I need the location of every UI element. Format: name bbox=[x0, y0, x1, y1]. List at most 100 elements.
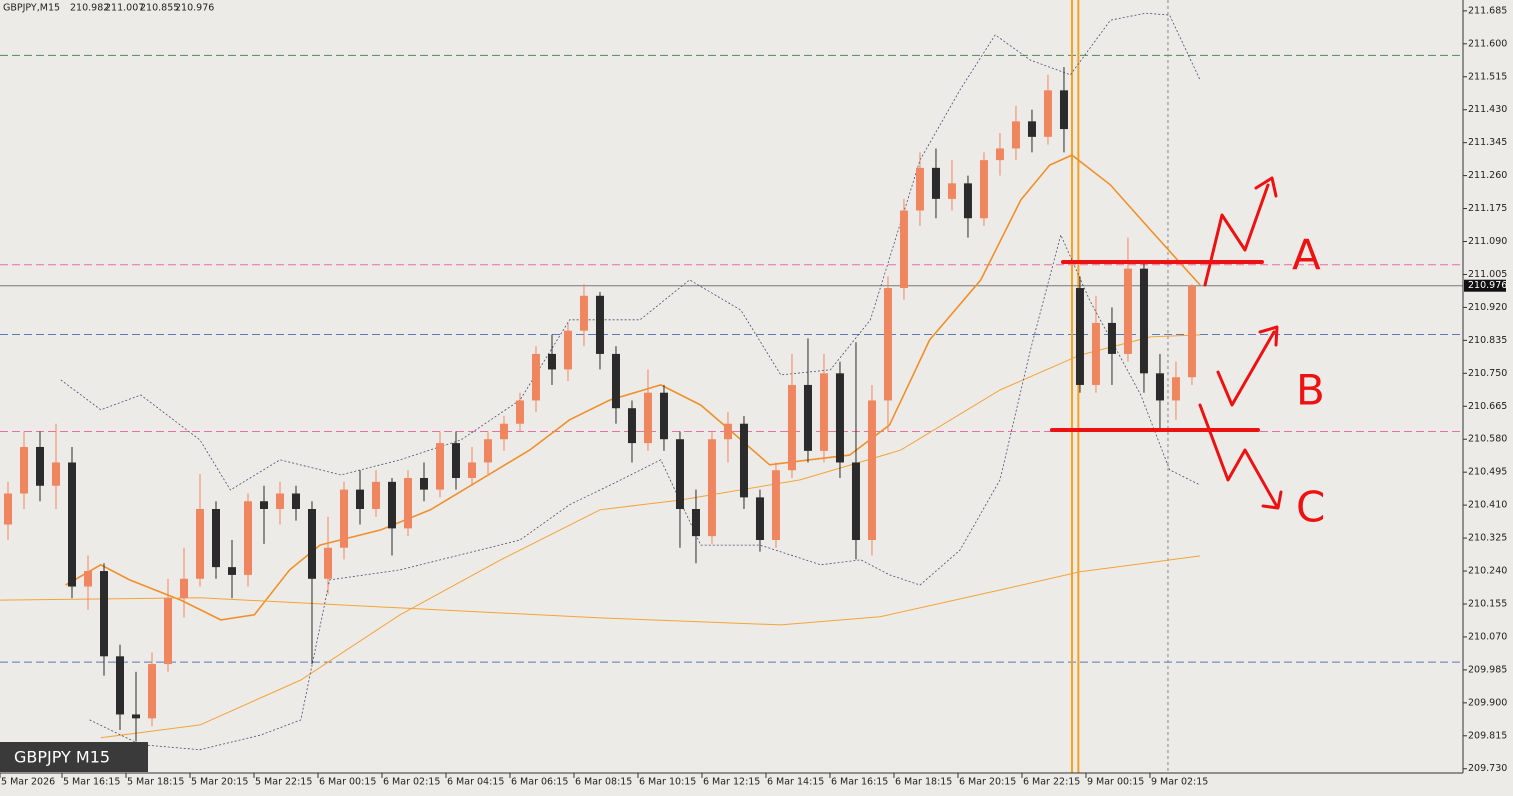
candle-body bbox=[451, 443, 460, 478]
x-tick-label: 6 Mar 02:15 bbox=[383, 777, 440, 788]
x-tick-label: 5 Mar 20:15 bbox=[191, 777, 248, 788]
annotation-label: B bbox=[1296, 366, 1325, 415]
candle-body bbox=[707, 439, 716, 537]
candle-body bbox=[963, 183, 972, 219]
candle-body bbox=[227, 567, 236, 575]
candle-body bbox=[595, 295, 604, 354]
candle-body bbox=[67, 462, 76, 587]
candle-body bbox=[611, 353, 620, 409]
candle-body bbox=[803, 384, 812, 451]
candle-body bbox=[547, 353, 556, 370]
candle-body bbox=[563, 330, 572, 370]
x-tick-label: 6 Mar 20:15 bbox=[959, 777, 1016, 788]
candle-body bbox=[115, 656, 124, 715]
x-tick-label: 6 Mar 22:15 bbox=[1023, 777, 1080, 788]
x-tick-label: 5 Mar 18:15 bbox=[127, 777, 184, 788]
y-tick-label: 210.920 bbox=[1468, 302, 1507, 313]
candle-body bbox=[899, 210, 908, 289]
ohlc-low: 210.855 bbox=[140, 3, 179, 14]
y-tick-label: 210.750 bbox=[1468, 368, 1507, 379]
candle-body bbox=[755, 497, 764, 541]
candle-body bbox=[675, 439, 684, 510]
candle-body bbox=[307, 509, 316, 579]
candle-body bbox=[979, 160, 988, 219]
y-tick-label: 209.730 bbox=[1468, 763, 1507, 774]
candle-body bbox=[163, 598, 172, 665]
candle-body bbox=[915, 167, 924, 211]
x-tick-label: 6 Mar 18:15 bbox=[895, 777, 952, 788]
plot-area bbox=[0, 0, 1463, 773]
x-tick-label: 5 Mar 16:15 bbox=[63, 777, 120, 788]
y-tick-label: 211.430 bbox=[1468, 104, 1507, 115]
candle-body bbox=[179, 578, 188, 599]
candle-body bbox=[243, 501, 252, 575]
candle-body bbox=[259, 501, 268, 510]
price-label: 210.976 bbox=[1468, 280, 1507, 291]
candle-body bbox=[339, 489, 348, 548]
ohlc-open: 210.982 bbox=[70, 3, 109, 14]
candle-body bbox=[1091, 322, 1100, 385]
indicator-line bbox=[65, 154, 1201, 621]
candle-body bbox=[771, 470, 780, 541]
annotation-drawing bbox=[1050, 176, 1283, 510]
candle-body bbox=[483, 439, 492, 463]
candle-body bbox=[531, 353, 540, 401]
candle-body bbox=[883, 288, 892, 401]
y-tick-label: 211.090 bbox=[1468, 236, 1507, 247]
price-box bbox=[1464, 279, 1506, 292]
indicator-line bbox=[0, 555, 1201, 626]
x-tick-label: 6 Mar 04:15 bbox=[447, 777, 504, 788]
y-tick-label: 209.985 bbox=[1468, 664, 1507, 675]
candle-body bbox=[1187, 285, 1196, 378]
candle-body bbox=[419, 477, 428, 490]
x-tick-label: 9 Mar 02:15 bbox=[1151, 777, 1208, 788]
y-tick-label: 211.600 bbox=[1468, 38, 1507, 49]
annotation-label: C bbox=[1296, 483, 1325, 532]
y-tick-label: 210.580 bbox=[1468, 434, 1507, 445]
candle-body bbox=[835, 373, 844, 463]
y-tick-label: 211.175 bbox=[1468, 203, 1507, 214]
candle-body bbox=[403, 477, 412, 529]
candle-body bbox=[515, 400, 524, 424]
candle-body bbox=[291, 493, 300, 510]
candle-body bbox=[947, 183, 956, 199]
candle-body bbox=[1123, 268, 1132, 354]
ohlc-close: 210.976 bbox=[175, 3, 214, 14]
x-tick-label: 6 Mar 08:15 bbox=[575, 777, 632, 788]
symbol: GBPJPY,M15 bbox=[3, 3, 60, 14]
y-tick-label: 210.240 bbox=[1468, 566, 1507, 577]
candle-body bbox=[627, 408, 636, 444]
x-tick-label: 6 Mar 06:15 bbox=[511, 777, 568, 788]
candle-body bbox=[371, 481, 380, 510]
candle-body bbox=[643, 392, 652, 444]
candle-body bbox=[579, 295, 588, 331]
x-tick-label: 6 Mar 12:15 bbox=[703, 777, 760, 788]
candle-body bbox=[1075, 288, 1084, 385]
y-tick-label: 210.410 bbox=[1468, 500, 1507, 511]
y-tick-label: 211.345 bbox=[1468, 137, 1507, 148]
y-tick-label: 210.835 bbox=[1468, 335, 1507, 346]
candle-body bbox=[995, 148, 1004, 161]
y-tick-label: 211.685 bbox=[1468, 5, 1507, 16]
badge-box bbox=[0, 742, 148, 772]
candle-body bbox=[99, 571, 108, 657]
candle-body bbox=[211, 509, 220, 568]
candle-body bbox=[851, 462, 860, 541]
y-tick-label: 211.260 bbox=[1468, 170, 1507, 181]
x-tick-label: 5 Mar 22:15 bbox=[255, 777, 312, 788]
candle-body bbox=[51, 462, 60, 486]
candle-body bbox=[323, 547, 332, 579]
candle-body bbox=[195, 509, 204, 579]
y-tick-label: 210.665 bbox=[1468, 401, 1507, 412]
indicator-line bbox=[89, 233, 1201, 751]
x-tick-label: 6 Mar 16:15 bbox=[831, 777, 888, 788]
candle-body bbox=[931, 167, 940, 199]
y-tick-label: 209.900 bbox=[1468, 697, 1507, 708]
candle-body bbox=[691, 509, 700, 537]
badge: GBPJPY M15 bbox=[14, 748, 110, 767]
candle-body bbox=[1139, 268, 1148, 374]
x-tick-label: 6 Mar 10:15 bbox=[639, 777, 696, 788]
x-tick-label: 6 Mar 00:15 bbox=[319, 777, 376, 788]
candle-body bbox=[499, 423, 508, 440]
candle-body bbox=[147, 664, 156, 719]
